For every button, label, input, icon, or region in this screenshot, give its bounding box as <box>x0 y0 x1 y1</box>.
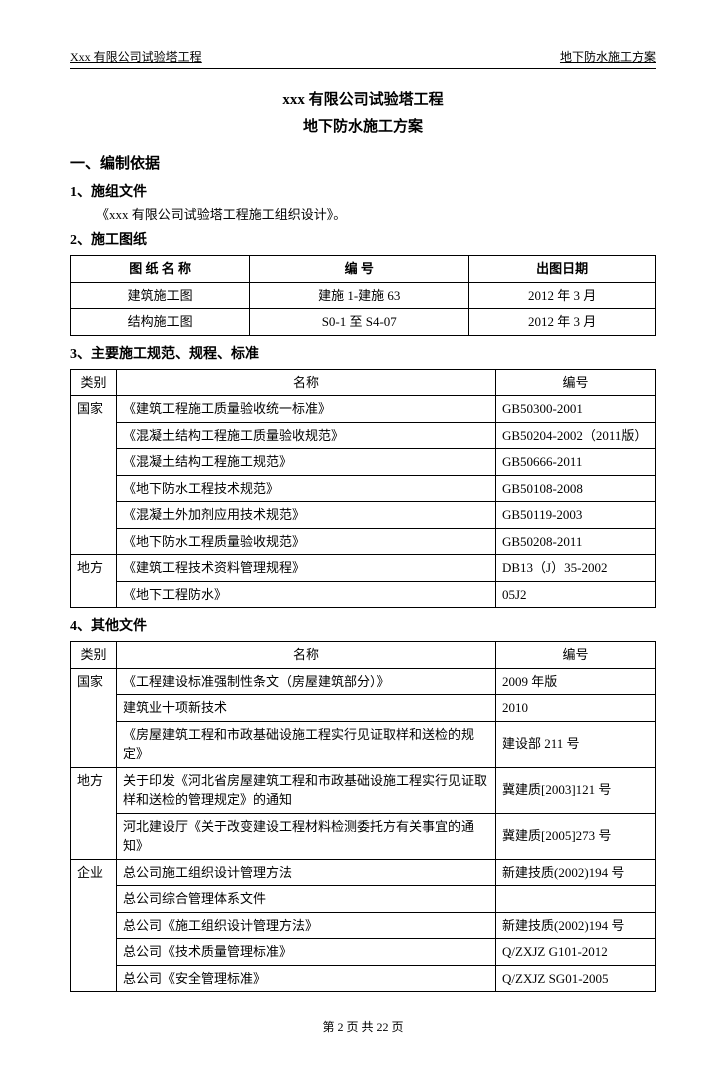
cell-category: 地方 <box>71 555 117 608</box>
cell: 2012 年 3 月 <box>469 282 656 309</box>
standards-table: 类别 名称 编号 国家 《建筑工程施工质量验收统一标准》 GB50300-200… <box>70 369 656 609</box>
drawings-table: 图 纸 名 称 编 号 出图日期 建筑施工图 建施 1-建施 63 2012 年… <box>70 255 656 336</box>
table-row: 总公司《安全管理标准》Q/ZXJZ SG01-2005 <box>71 965 656 992</box>
table-row: 《混凝土结构工程施工质量验收规范》GB50204-2002（2011版） <box>71 422 656 449</box>
header-left: Xxx 有限公司试验塔工程 <box>70 48 202 66</box>
table-row: 总公司《施工组织设计管理方法》新建技质(2002)194 号 <box>71 912 656 939</box>
cell: GB50300-2001 <box>496 396 656 423</box>
th-date: 出图日期 <box>469 256 656 283</box>
cell: 建施 1-建施 63 <box>250 282 469 309</box>
section-1-4: 4、其他文件 <box>70 616 656 637</box>
cell-category: 地方 <box>71 767 117 859</box>
th-code: 编 号 <box>250 256 469 283</box>
table-row: 《混凝土结构工程施工规范》GB50666-2011 <box>71 449 656 476</box>
cell-category: 企业 <box>71 859 117 992</box>
cell: 2010 <box>496 695 656 722</box>
cell: DB13（J）35-2002 <box>496 555 656 582</box>
table-row: 国家 《建筑工程施工质量验收统一标准》 GB50300-2001 <box>71 396 656 423</box>
cell: 新建技质(2002)194 号 <box>496 912 656 939</box>
cell: Q/ZXJZ SG01-2005 <box>496 965 656 992</box>
table-row: 国家 《工程建设标准强制性条文（房屋建筑部分）》 2009 年版 <box>71 668 656 695</box>
table-row: 《地下工程防水》05J2 <box>71 581 656 608</box>
cell: GB50666-2011 <box>496 449 656 476</box>
cell: GB50108-2008 <box>496 475 656 502</box>
table-row: 结构施工图 S0-1 至 S4-07 2012 年 3 月 <box>71 309 656 336</box>
cell: 关于印发《河北省房屋建筑工程和市政基础设施工程实行见证取样和送检的管理规定》的通… <box>117 767 496 813</box>
cell: 总公司《安全管理标准》 <box>117 965 496 992</box>
page-header: Xxx 有限公司试验塔工程 地下防水施工方案 <box>70 48 656 69</box>
cell: 总公司综合管理体系文件 <box>117 886 496 913</box>
cell: 总公司施工组织设计管理方法 <box>117 859 496 886</box>
cell-category: 国家 <box>71 396 117 555</box>
table-row: 类别 名称 编号 <box>71 642 656 669</box>
title-block: xxx 有限公司试验塔工程 地下防水施工方案 <box>70 87 656 141</box>
cell: 建筑业十项新技术 <box>117 695 496 722</box>
cell: 05J2 <box>496 581 656 608</box>
table-row: 《混凝土外加剂应用技术规范》GB50119-2003 <box>71 502 656 529</box>
section-1: 一、编制依据 <box>70 153 656 176</box>
table-row: 总公司综合管理体系文件 <box>71 886 656 913</box>
cell <box>496 886 656 913</box>
th-name: 名称 <box>117 369 496 396</box>
cell: 结构施工图 <box>71 309 250 336</box>
cell: 建筑施工图 <box>71 282 250 309</box>
cell: 新建技质(2002)194 号 <box>496 859 656 886</box>
cell: GB50208-2011 <box>496 528 656 555</box>
cell: 总公司《技术质量管理标准》 <box>117 939 496 966</box>
cell: 《工程建设标准强制性条文（房屋建筑部分）》 <box>117 668 496 695</box>
cell: 冀建质[2003]121 号 <box>496 767 656 813</box>
cell: 河北建设厅《关于改变建设工程材料检测委托方有关事宜的通知》 <box>117 813 496 859</box>
cell: 《建筑工程施工质量验收统一标准》 <box>117 396 496 423</box>
header-right: 地下防水施工方案 <box>560 48 656 66</box>
table-row: 图 纸 名 称 编 号 出图日期 <box>71 256 656 283</box>
table-row: 地方 《建筑工程技术资料管理规程》 DB13（J）35-2002 <box>71 555 656 582</box>
cell: 2009 年版 <box>496 668 656 695</box>
table-row: 企业 总公司施工组织设计管理方法 新建技质(2002)194 号 <box>71 859 656 886</box>
cell: 《地下防水工程技术规范》 <box>117 475 496 502</box>
cell: 《混凝土结构工程施工质量验收规范》 <box>117 422 496 449</box>
table-row: 地方 关于印发《河北省房屋建筑工程和市政基础设施工程实行见证取样和送检的管理规定… <box>71 767 656 813</box>
cell: 建设部 211 号 <box>496 721 656 767</box>
table-row: 《房屋建筑工程和市政基础设施工程实行见证取样和送检的规定》建设部 211 号 <box>71 721 656 767</box>
cell: 《地下工程防水》 <box>117 581 496 608</box>
section-1-2: 2、施工图纸 <box>70 230 656 251</box>
section-1-3: 3、主要施工规范、规程、标准 <box>70 344 656 365</box>
cell: 《混凝土外加剂应用技术规范》 <box>117 502 496 529</box>
page-footer: 第 2 页 共 22 页 <box>70 1018 656 1036</box>
cell: GB50119-2003 <box>496 502 656 529</box>
table-row: 河北建设厅《关于改变建设工程材料检测委托方有关事宜的通知》冀建质[2005]27… <box>71 813 656 859</box>
section-1-1: 1、施组文件 <box>70 182 656 203</box>
cell: GB50204-2002（2011版） <box>496 422 656 449</box>
title-line-2: 地下防水施工方案 <box>70 114 656 141</box>
title-line-1: xxx 有限公司试验塔工程 <box>70 87 656 114</box>
table-row: 《地下防水工程质量验收规范》GB50208-2011 <box>71 528 656 555</box>
cell: 《地下防水工程质量验收规范》 <box>117 528 496 555</box>
th-code: 编号 <box>496 369 656 396</box>
th-cat: 类别 <box>71 642 117 669</box>
table-row: 建筑施工图 建施 1-建施 63 2012 年 3 月 <box>71 282 656 309</box>
table-row: 总公司《技术质量管理标准》Q/ZXJZ G101-2012 <box>71 939 656 966</box>
cell: 《混凝土结构工程施工规范》 <box>117 449 496 476</box>
cell: S0-1 至 S4-07 <box>250 309 469 336</box>
table-row: 建筑业十项新技术2010 <box>71 695 656 722</box>
th-name: 图 纸 名 称 <box>71 256 250 283</box>
cell: 《建筑工程技术资料管理规程》 <box>117 555 496 582</box>
cell: Q/ZXJZ G101-2012 <box>496 939 656 966</box>
cell: 冀建质[2005]273 号 <box>496 813 656 859</box>
section-1-1-text: 《xxx 有限公司试验塔工程施工组织设计》。 <box>70 205 656 225</box>
th-name: 名称 <box>117 642 496 669</box>
cell: 《房屋建筑工程和市政基础设施工程实行见证取样和送检的规定》 <box>117 721 496 767</box>
th-code: 编号 <box>496 642 656 669</box>
th-cat: 类别 <box>71 369 117 396</box>
table-row: 《地下防水工程技术规范》GB50108-2008 <box>71 475 656 502</box>
cell-category: 国家 <box>71 668 117 767</box>
cell: 总公司《施工组织设计管理方法》 <box>117 912 496 939</box>
cell: 2012 年 3 月 <box>469 309 656 336</box>
table-row: 类别 名称 编号 <box>71 369 656 396</box>
other-docs-table: 类别 名称 编号 国家 《工程建设标准强制性条文（房屋建筑部分）》 2009 年… <box>70 641 656 992</box>
